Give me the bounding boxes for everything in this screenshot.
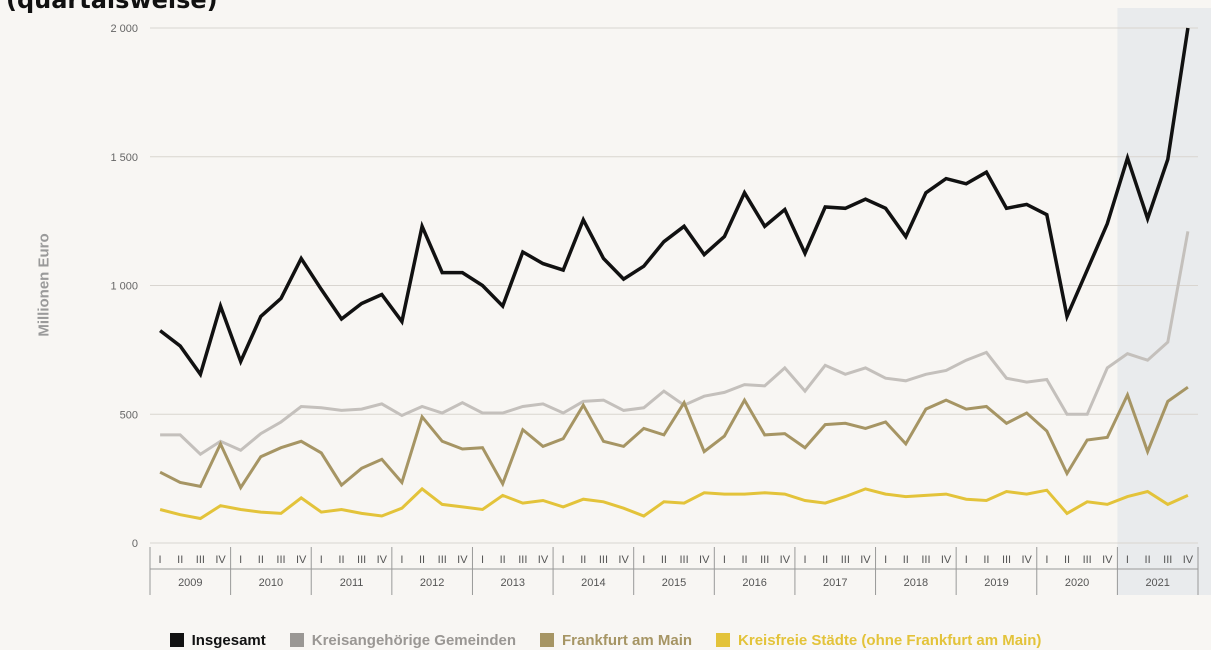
highlight-band-2021 [1117,8,1211,595]
quarter-tick-label: IV [941,554,952,566]
quarter-tick-label: II [983,554,989,566]
quarter-tick-label: III [438,554,447,566]
y-tick-label: 500 [120,409,138,421]
y-tick-labels: 0 500 1 000 1 500 2 000 [110,23,138,550]
quarter-tick-label: I [562,554,565,566]
series-line-2 [159,385,1189,491]
quarter-tick-label: III [679,554,688,566]
legend-item-kreisangehoerige-gemeinden: Kreisangehörige Gemeinden [289,631,516,649]
quarter-tick-label: II [500,554,506,566]
quarter-tick-label: III [599,554,608,566]
quarter-tick-label: IV [457,554,468,566]
quarter-tick-label: III [921,554,930,566]
quarter-tick-label: I [239,554,242,566]
quarter-tick-label: III [518,554,527,566]
legend-item-insgesamt: Insgesamt [169,631,266,649]
quarter-tick-label: I [481,554,484,566]
legend-swatch-insgesamt [169,633,184,647]
y-tick-label: 2 000 [110,23,138,35]
quarter-tick-label: II [661,554,667,566]
quarter-tick-label: II [822,554,828,566]
chart-title-fragment: (quartalsweise) [6,0,218,14]
quarter-tick-label: I [803,554,806,566]
quarter-tick-label: IV [377,554,388,566]
year-tick-label: 2020 [1065,577,1089,589]
year-tick-label: 2015 [662,577,686,589]
quarter-tick-label: II [903,554,909,566]
legend-label-kreisangehoerige-gemeinden: Kreisangehörige Gemeinden [311,631,516,649]
quarter-tick-label: IV [296,554,307,566]
y-tick-label: 0 [132,538,138,550]
legend-swatch-frankfurt-am-main [540,633,554,647]
series-line-3 [159,486,1189,521]
quarter-tick-label: II [741,554,747,566]
quarter-tick-label: I [723,554,726,566]
year-tick-label: 2012 [420,577,444,589]
grid-lines [150,27,1198,544]
quarter-tick-label: IV [1102,554,1113,566]
quarter-tick-label: III [1002,554,1011,566]
quarter-tick-label: IV [1183,554,1194,566]
series-line-0 [159,27,1190,379]
y-tick-label: 1 000 [110,281,138,293]
quarter-tick-label: II [1064,554,1070,566]
quarter-tick-label: II [580,554,586,566]
quarter-tick-label: I [400,554,403,566]
quarter-tick-label: II [419,554,425,566]
quarter-tick-label: III [276,554,285,566]
quarter-tick-label: IV [215,554,226,566]
quarter-tick-label: II [177,554,183,566]
series-line-1 [160,231,1190,457]
year-tick-label: 2013 [501,577,525,589]
year-tick-label: 2011 [340,577,364,589]
quarter-tick-label: I [1045,554,1048,566]
quarter-tick-label: I [1126,554,1129,566]
quarter-tick-label: III [841,554,850,566]
year-tick-label: 2021 [1145,577,1169,589]
quarter-tick-label: IV [860,554,871,566]
quarter-tick-label: I [965,554,968,566]
y-axis-label: Millionen Euro [35,233,53,337]
year-tick-label: 2019 [984,577,1008,589]
quarter-tick-label: IV [780,554,791,566]
quarter-tick-label: I [320,554,323,566]
quarter-tick-label: I [884,554,887,566]
quarter-tick-label: I [159,554,162,566]
year-tick-label: 2017 [823,577,847,589]
year-tick-label: 2010 [259,577,283,589]
y-tick-label: 1 500 [110,152,138,164]
quarter-tick-label: II [338,554,344,566]
year-tick-label: 2014 [581,577,605,589]
legend-label-insgesamt: Insgesamt [191,631,266,649]
quarter-tick-label: IV [618,554,629,566]
series-lines [159,27,1190,521]
legend: Insgesamt Kreisangehörige Gemeinden Fran… [0,630,1211,650]
year-tick-label: 2018 [904,577,928,589]
legend-item-kreisfreie-staedte: Kreisfreie Städte (ohne Frankfurt am Mai… [716,632,1041,649]
quarter-tick-label: III [1163,554,1172,566]
quarter-tick-label: II [258,554,264,566]
legend-label-kreisfreie-staedte: Kreisfreie Städte (ohne Frankfurt am Mai… [738,631,1042,649]
quarter-tick-label: III [1083,554,1092,566]
quarter-tick-label: IV [1021,554,1032,566]
quarter-tick-label: IV [699,554,710,566]
year-tick-label: 2016 [742,577,766,589]
legend-swatch-kreisfreie-staedte [716,633,731,647]
year-tick-label: 2009 [178,577,202,589]
quarter-tick-label: I [642,554,645,566]
legend-swatch-kreisangehoerige-gemeinden [289,633,304,647]
legend-item-frankfurt-am-main: Frankfurt am Main [540,632,692,649]
quarter-tick-label: III [357,554,366,566]
quarter-tick-label: III [760,554,769,566]
legend-label-frankfurt-am-main: Frankfurt am Main [562,631,693,649]
quarter-tick-label: IV [538,554,549,566]
quarter-tick-label: II [1145,554,1151,566]
quarter-tick-label: III [196,554,205,566]
